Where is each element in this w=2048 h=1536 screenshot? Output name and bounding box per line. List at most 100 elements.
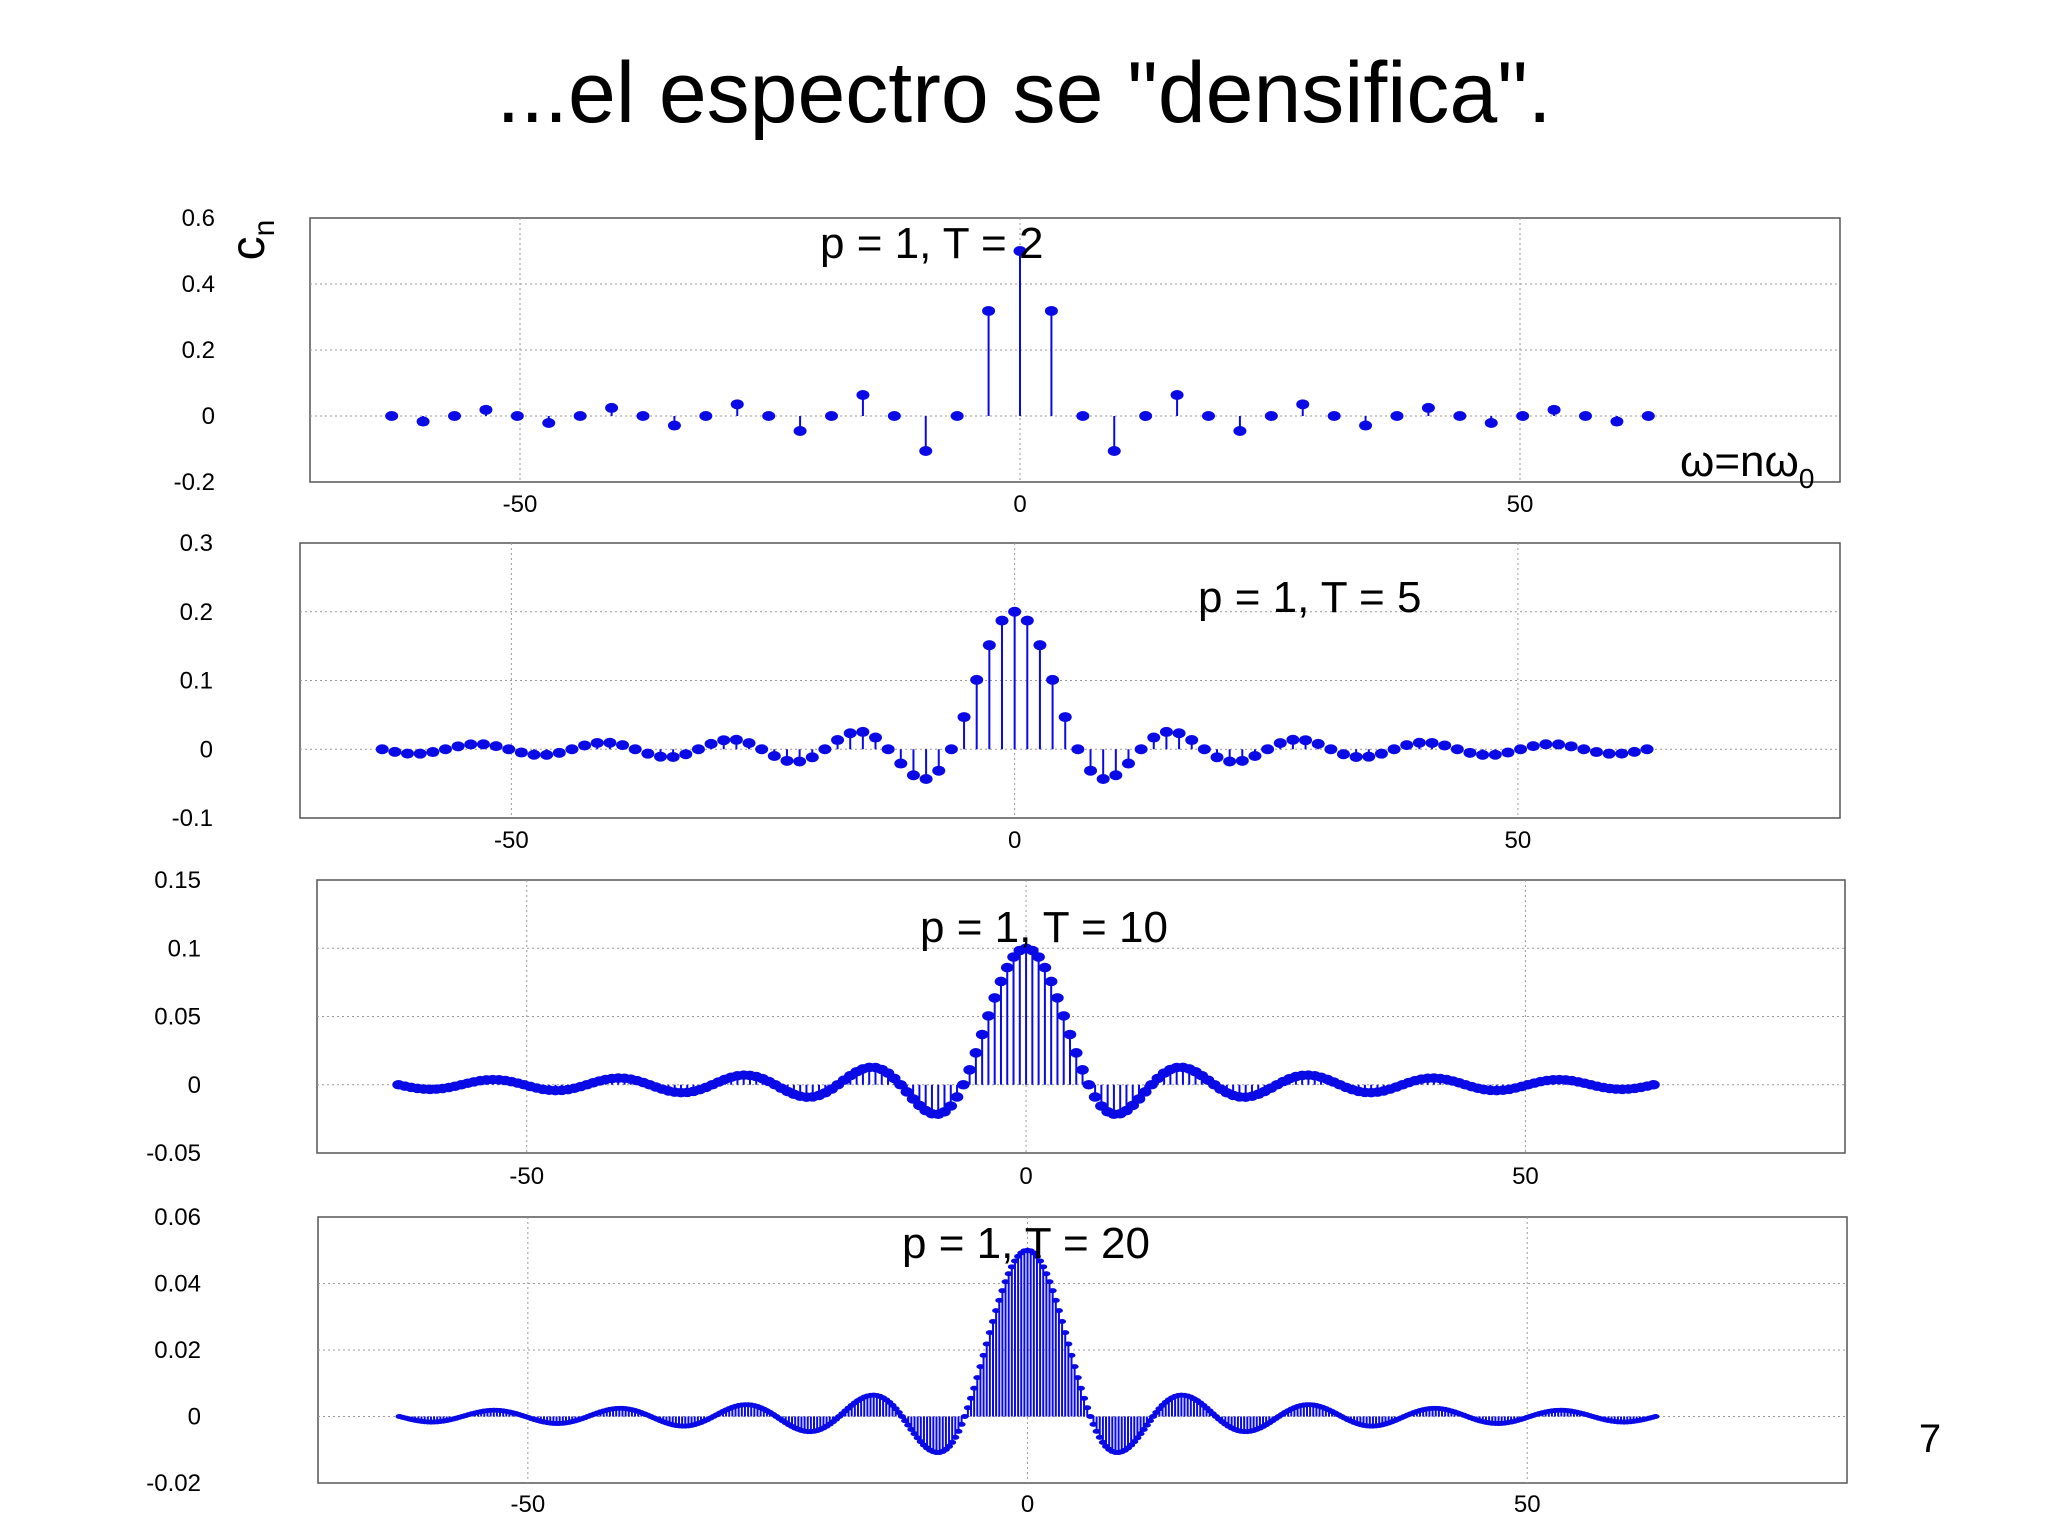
stem-marker <box>976 1364 985 1370</box>
stem-marker <box>1084 765 1098 776</box>
x-tick-label: 0 <box>1021 1491 1034 1518</box>
stem-marker <box>1296 399 1310 410</box>
chart-panel-2: -0.1 0 0.1 0.2 0.3 -50 0 50 p = 1, T = 5 <box>172 530 1841 854</box>
stem-marker <box>973 1375 982 1381</box>
stem-marker <box>1067 1352 1076 1358</box>
stem-marker <box>919 446 933 457</box>
x-tick-label: 50 <box>1505 827 1532 854</box>
stem-marker <box>1170 389 1184 400</box>
stem-marker <box>401 748 415 759</box>
stem-marker <box>1139 1426 1148 1432</box>
stem-marker <box>950 411 964 421</box>
plot-annotation: p = 1, T = 20 <box>902 1219 1150 1268</box>
stem-marker <box>1261 744 1275 755</box>
stem-marker <box>1098 1439 1107 1445</box>
stem-marker <box>995 1297 1004 1303</box>
stem-marker <box>1004 1271 1013 1277</box>
stem-marker <box>679 749 693 760</box>
stem-marker <box>1197 744 1211 755</box>
stem-marker <box>1057 1011 1070 1021</box>
stem-marker <box>780 755 794 766</box>
stem-marker <box>1400 740 1414 751</box>
stem-marker <box>565 744 579 755</box>
stem-marker <box>616 740 630 751</box>
stem-marker <box>1039 1264 1048 1270</box>
x-tick-label: 0 <box>1013 491 1026 518</box>
plot-annotation: p = 1, T = 5 <box>1198 573 1421 622</box>
stem-marker <box>900 1087 914 1097</box>
y-tick-label: 0 <box>202 403 215 430</box>
x-tick-label: -50 <box>509 1163 544 1190</box>
stem-marker <box>416 416 430 427</box>
stem-marker <box>992 1308 1001 1314</box>
stem-marker <box>1136 1431 1145 1437</box>
stem-marker <box>1058 712 1072 723</box>
stem-marker <box>729 734 743 745</box>
stem-marker <box>730 399 744 410</box>
stem-marker <box>1641 411 1655 421</box>
stem-marker <box>666 751 680 762</box>
plot-annotation: p = 1, T = 2 <box>820 219 1043 268</box>
stem-marker <box>1132 1094 1146 1104</box>
x-tick-label: 50 <box>1512 1163 1539 1190</box>
stem-marker <box>1526 741 1540 752</box>
stem-marker <box>699 411 713 421</box>
stem-marker <box>901 1418 910 1424</box>
y-tick-label: 0.4 <box>182 271 215 298</box>
stem-marker <box>1516 411 1530 421</box>
stem-marker <box>1083 1405 1092 1411</box>
stem-marker <box>767 751 781 762</box>
stem-marker <box>954 1428 963 1434</box>
x-tick-label: -50 <box>511 1491 546 1518</box>
stem-marker <box>1552 739 1566 750</box>
stem-marker <box>1651 1414 1660 1419</box>
stem-marker <box>1286 734 1300 745</box>
stem-marker <box>1076 411 1090 421</box>
stem-marker <box>762 411 776 421</box>
stem-marker <box>856 389 870 400</box>
stem-marker <box>1000 962 1014 973</box>
stem-marker <box>1539 739 1553 750</box>
stem-marker <box>1336 749 1350 760</box>
stem-marker <box>552 747 566 758</box>
stem-marker <box>894 758 908 769</box>
stem-marker <box>1001 1279 1010 1285</box>
stem-marker <box>1647 1079 1660 1090</box>
stem-marker <box>1627 746 1641 757</box>
x-axis-label: ω=nω0 <box>1680 437 1814 494</box>
stem-marker <box>464 739 478 750</box>
x-tick-label: 50 <box>1507 491 1534 518</box>
stem-marker <box>375 744 389 755</box>
stem-marker <box>825 411 839 421</box>
stem-marker <box>1013 246 1027 256</box>
y-tick-label: 0.02 <box>154 1337 201 1364</box>
stem-marker <box>831 735 845 746</box>
stem-marker <box>1089 1421 1098 1427</box>
stem-marker <box>1425 737 1439 748</box>
stem-marker <box>717 735 731 746</box>
stem-marker <box>1134 744 1148 755</box>
stem-marker <box>1058 1318 1067 1324</box>
stem-marker <box>1032 952 1045 962</box>
stem-marker <box>1374 748 1388 759</box>
stem-marker <box>906 770 920 781</box>
stem-marker <box>907 1426 916 1432</box>
stem-marker <box>542 418 556 429</box>
stem-marker <box>1514 744 1528 755</box>
stem-marker <box>1092 1428 1101 1434</box>
stem-marker <box>1133 1435 1142 1441</box>
stem-marker <box>1020 615 1034 626</box>
stem-marker <box>1033 640 1047 651</box>
stem-marker <box>1121 758 1135 769</box>
chart-panel-4: -0.02 0 0.02 0.04 0.06 -50 0 50 p = 1, T = 20 <box>146 1204 1848 1518</box>
stem-marker <box>1476 749 1490 760</box>
stem-marker <box>1048 1288 1057 1294</box>
stem-marker <box>1172 728 1186 739</box>
stem-series <box>401 1250 1654 1453</box>
stem-marker <box>960 1414 969 1419</box>
stem-marker <box>1032 1253 1041 1259</box>
stem-marker <box>957 1421 966 1427</box>
stem-marker <box>988 993 1001 1003</box>
stem-marker <box>476 739 490 750</box>
